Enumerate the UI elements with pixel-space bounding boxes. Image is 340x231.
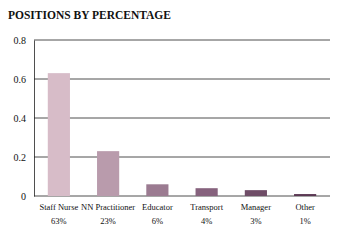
y-tick: 0.2: [14, 152, 35, 163]
y-tick: 0: [21, 191, 34, 202]
grid-line: [34, 40, 330, 41]
y-tick: 0.4: [14, 113, 35, 124]
data-label: 1%: [299, 216, 310, 226]
bar: [294, 194, 316, 196]
data-label: 6%: [152, 216, 163, 226]
x-tick-label: Educator: [142, 202, 173, 212]
y-tick-label: 0.8: [14, 35, 27, 46]
x-tick-label: Other: [295, 202, 315, 212]
title: POSITIONS BY PERCENTAGE: [8, 9, 171, 21]
grid-line: [34, 157, 330, 158]
x-tick-label: Manager: [241, 202, 271, 212]
bar: [97, 151, 119, 196]
x-tick: Manager: [241, 196, 271, 212]
x-tick-label: NN Practitioner: [81, 202, 135, 212]
y-tick-label: 0.6: [14, 74, 27, 85]
bar: [196, 188, 218, 196]
y-tick: 0.6: [14, 74, 35, 85]
grid-line: [34, 118, 330, 119]
data-label: 4%: [201, 216, 212, 226]
x-tick-label: Staff Nurse: [39, 202, 78, 212]
data-label: 63%: [51, 216, 67, 226]
y-tick-label: 0.2: [14, 152, 27, 163]
x-axis: Staff NurseNN Practitioner Educator Transp…: [35, 196, 331, 212]
plot: 0 0.2 0.4 0.6 0.8 Staff NurseNN Practitioner E…: [14, 35, 331, 226]
x-tick: NN Practitioner: [81, 196, 135, 212]
x-tick: Transport: [190, 196, 223, 212]
y-tick-label: 0.4: [14, 113, 27, 124]
y-tick: 0.8: [14, 35, 35, 46]
bar: [146, 184, 168, 196]
x-tick-label: Transport: [190, 202, 223, 212]
y-tick-label: 0: [21, 191, 26, 202]
y-axis: 0 0.2 0.4 0.6 0.8: [14, 35, 35, 202]
grid-line: [34, 79, 330, 80]
grid-line: [34, 196, 330, 197]
data-label: 23%: [100, 216, 116, 226]
x-axis-line: [35, 196, 331, 197]
data-label: 3%: [250, 216, 261, 226]
x-tick: Staff Nurse: [39, 196, 78, 212]
chart: POSITIONS BY PERCENTAGE 0 0.2 0.4 0.6 0.8 Staf…: [0, 0, 340, 231]
y-axis-line: [34, 41, 35, 197]
data-labels: 63% 23% 6% 4% 3% 1%: [51, 216, 311, 226]
bar: [48, 73, 70, 196]
x-tick: Educator: [142, 196, 173, 212]
bar: [245, 190, 267, 196]
grid: [34, 40, 330, 196]
bars: [48, 73, 316, 196]
x-tick: Other: [295, 196, 315, 212]
